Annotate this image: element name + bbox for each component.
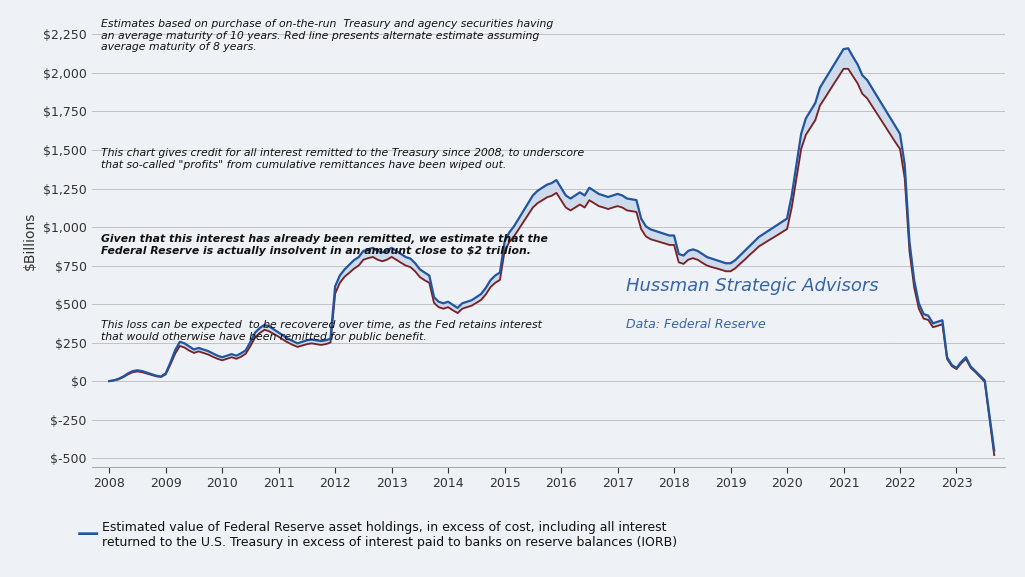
Text: —: — bbox=[77, 524, 99, 544]
Text: This chart gives credit for all interest remitted to the Treasury since 2008, to: This chart gives credit for all interest… bbox=[101, 148, 584, 170]
Text: Data: Federal Reserve: Data: Federal Reserve bbox=[626, 318, 766, 331]
Text: Given that this interest has already been remitted, we estimate that the
Federal: Given that this interest has already bee… bbox=[101, 234, 548, 256]
Text: Estimated value of Federal Reserve asset holdings, in excess of cost, including : Estimated value of Federal Reserve asset… bbox=[102, 521, 678, 549]
Text: Hussman Strategic Advisors: Hussman Strategic Advisors bbox=[626, 277, 878, 295]
Y-axis label: $Billions: $Billions bbox=[24, 212, 37, 270]
Text: This loss can be expected  to be recovered over time, as the Fed retains interes: This loss can be expected to be recovere… bbox=[101, 320, 542, 342]
Text: Estimates based on purchase of on-the-run  Treasury and agency securities having: Estimates based on purchase of on-the-ru… bbox=[101, 19, 554, 52]
